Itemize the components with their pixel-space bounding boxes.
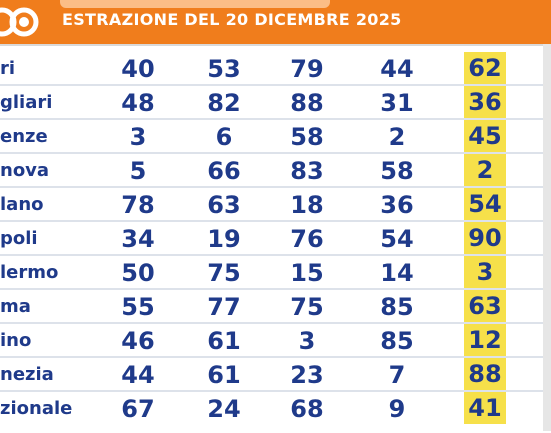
row-divider	[0, 288, 545, 290]
table-row: ino 46 61 3 85 12	[0, 324, 551, 358]
city-name: ri	[0, 58, 16, 79]
row-divider	[0, 84, 545, 86]
number-cell: 3	[129, 123, 147, 151]
right-edge-shadow	[543, 44, 551, 431]
number-cell: 34	[121, 225, 155, 253]
table-row: lano 78 63 18 36 54	[0, 188, 551, 222]
number-cell: 14	[380, 259, 414, 287]
table-row: ma 55 77 75 85 63	[0, 290, 551, 324]
number-cell: 85	[380, 293, 414, 321]
city-name: ma	[0, 296, 31, 317]
table-row: nova 5 66 83 58 2	[0, 154, 551, 188]
number-cell: 75	[290, 293, 324, 321]
city-name: lermo	[0, 262, 59, 283]
highlighted-number-cell: 45	[464, 120, 506, 152]
number-cell: 23	[290, 361, 324, 389]
number-cell: 7	[388, 361, 406, 389]
highlighted-number-cell: 41	[464, 392, 506, 424]
number-cell: 76	[290, 225, 324, 253]
number-cell: 54	[380, 225, 414, 253]
city-name: nezia	[0, 364, 54, 385]
number-cell: 2	[388, 123, 406, 151]
number-cell: 18	[290, 191, 324, 219]
city-name: nova	[0, 160, 50, 181]
number-cell: 63	[207, 191, 241, 219]
table-row: poli 34 19 76 54 90	[0, 222, 551, 256]
results-board: ri 40 53 79 44 62 gliari 48 82 88 31 36 …	[0, 44, 551, 433]
header-bar: ESTRAZIONE DEL 20 DICEMBRE 2025	[0, 0, 551, 44]
number-cell: 55	[121, 293, 155, 321]
number-cell: 46	[121, 327, 155, 355]
number-cell: 79	[290, 55, 324, 83]
number-cell: 15	[290, 259, 324, 287]
city-name: enze	[0, 126, 48, 147]
number-cell: 88	[290, 89, 324, 117]
city-name: poli	[0, 228, 38, 249]
table-row: ri 40 53 79 44 62	[0, 52, 551, 86]
row-divider	[0, 254, 545, 256]
highlighted-number-cell: 63	[464, 290, 506, 322]
number-cell: 6	[215, 123, 233, 151]
page-title: ESTRAZIONE DEL 20 DICEMBRE 2025	[62, 10, 402, 29]
number-cell: 9	[388, 395, 406, 423]
number-cell: 85	[380, 327, 414, 355]
number-cell: 50	[121, 259, 155, 287]
highlighted-number-cell: 90	[464, 222, 506, 254]
row-divider	[0, 390, 545, 392]
highlighted-number-cell: 12	[464, 324, 506, 356]
city-name: ino	[0, 330, 32, 351]
lotto-logo-icon	[0, 7, 39, 37]
number-cell: 44	[121, 361, 155, 389]
number-cell: 77	[207, 293, 241, 321]
number-cell: 58	[290, 123, 324, 151]
number-cell: 78	[121, 191, 155, 219]
number-cell: 53	[207, 55, 241, 83]
number-cell: 61	[207, 361, 241, 389]
row-divider	[0, 186, 545, 188]
highlighted-number-cell: 2	[464, 154, 506, 186]
number-cell: 5	[129, 157, 147, 185]
city-name: gliari	[0, 92, 53, 113]
highlighted-number-cell: 36	[464, 86, 506, 118]
table-row: zionale 67 24 68 9 41	[0, 392, 551, 426]
highlighted-number-cell: 62	[464, 52, 506, 84]
table-row: enze 3 6 58 2 45	[0, 120, 551, 154]
number-cell: 24	[207, 395, 241, 423]
row-divider	[0, 322, 545, 324]
number-cell: 61	[207, 327, 241, 355]
number-cell: 83	[290, 157, 324, 185]
highlighted-number-cell: 54	[464, 188, 506, 220]
number-cell: 36	[380, 191, 414, 219]
table-row: nezia 44 61 23 7 88	[0, 358, 551, 392]
table-row: gliari 48 82 88 31 36	[0, 86, 551, 120]
number-cell: 31	[380, 89, 414, 117]
number-cell: 44	[380, 55, 414, 83]
number-cell: 68	[290, 395, 324, 423]
number-cell: 48	[121, 89, 155, 117]
table-row: lermo 50 75 15 14 3	[0, 256, 551, 290]
highlighted-number-cell: 88	[464, 358, 506, 390]
city-name: zionale	[0, 398, 73, 419]
row-divider	[0, 356, 545, 358]
number-cell: 19	[207, 225, 241, 253]
city-name: lano	[0, 194, 44, 215]
number-cell: 40	[121, 55, 155, 83]
number-cell: 3	[298, 327, 316, 355]
number-cell: 67	[121, 395, 155, 423]
number-cell: 82	[207, 89, 241, 117]
highlighted-number-cell: 3	[464, 256, 506, 288]
row-divider	[0, 152, 545, 154]
number-cell: 66	[207, 157, 241, 185]
row-divider	[0, 220, 545, 222]
row-divider	[0, 118, 545, 120]
number-cell: 58	[380, 157, 414, 185]
number-cell: 75	[207, 259, 241, 287]
header-ribbon	[60, 0, 330, 8]
